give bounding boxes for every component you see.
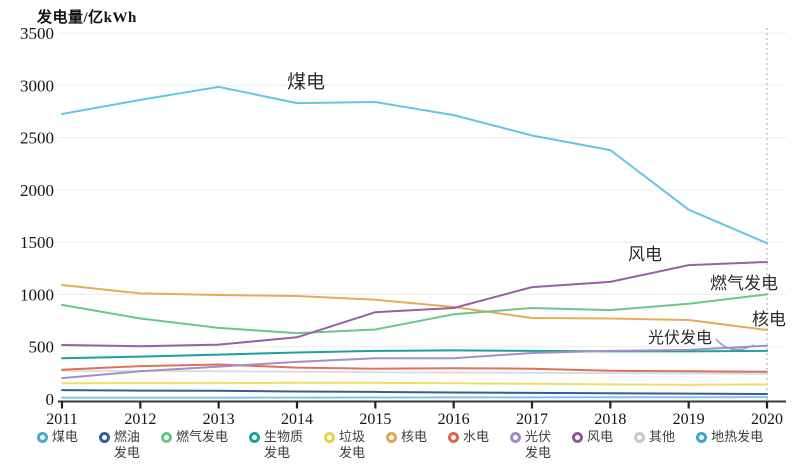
legend-item-光伏发电: 光伏 发电 <box>510 429 551 460</box>
legend-dot-光伏发电 <box>510 432 522 443</box>
legend-label-水电: 水电 <box>463 429 490 444</box>
legend-label-燃气发电: 燃气发电 <box>175 429 228 444</box>
series-line-地热发电 <box>61 396 768 399</box>
legend-label-生物质发电: 生物质 发电 <box>263 429 303 460</box>
series-line-燃气发电 <box>61 293 768 335</box>
legend-item-生物质发电: 生物质 发电 <box>248 429 303 460</box>
y-tick-label-1000: 1000 <box>20 285 54 304</box>
chart-title: 发电量/亿kWh <box>37 10 137 26</box>
series-line-煤电 <box>61 85 768 245</box>
legend-dot-燃气发电 <box>160 432 172 443</box>
x-tick-label-2019: 2019 <box>673 411 705 428</box>
x-tick-label-2011: 2011 <box>46 411 77 428</box>
legend-dot-风电 <box>572 432 584 443</box>
series-line-垃圾发电 <box>61 381 768 386</box>
x-tick-label-2020: 2020 <box>751 411 783 428</box>
legend-label-核电: 核电 <box>400 429 427 444</box>
legend-item-核电: 核电 <box>385 429 427 445</box>
legend-label-煤电: 煤电 <box>51 429 78 444</box>
y-tick-label-500: 500 <box>29 338 55 357</box>
legend-item-煤电: 煤电 <box>36 429 78 445</box>
legend-item-燃油发电: 燃油 发电 <box>98 429 140 460</box>
series-line-其他 <box>61 369 768 375</box>
annotation-燃气发电: 燃气发电 <box>710 274 778 293</box>
x-tick-label-2013: 2013 <box>203 411 235 428</box>
series-line-风电 <box>61 261 768 348</box>
legend-item-其他: 其他 <box>634 429 675 445</box>
series-line-燃油发电 <box>61 389 768 395</box>
x-tick-label-2017: 2017 <box>516 411 548 428</box>
annotation-核电: 核电 <box>752 310 786 329</box>
legend-label-地热发电: 地热发电 <box>711 429 764 444</box>
solar-label-leader <box>715 338 755 351</box>
annotation-煤电: 煤电 <box>287 71 325 93</box>
legend-item-水电: 水电 <box>448 429 489 445</box>
legend-dot-生物质发电 <box>248 432 260 443</box>
y-tick-label-3500: 3500 <box>20 24 54 43</box>
y-tick-label-2500: 2500 <box>20 129 54 148</box>
y-tick-label-2000: 2000 <box>20 181 54 200</box>
y-tick-label-0: 0 <box>46 390 55 409</box>
legend-dot-煤电 <box>36 432 48 443</box>
x-tick-label-2018: 2018 <box>594 411 626 428</box>
x-tick-label-2015: 2015 <box>359 411 391 428</box>
legend-dot-水电 <box>448 432 459 443</box>
series-line-水电 <box>61 363 768 373</box>
chart-legend: 煤电 燃油 发电 燃气发电 生物质 发电 垃圾 发电 核电 水电 光伏 发电 风电 其他 地热发电 <box>0 429 800 460</box>
y-tick-label-1500: 1500 <box>20 233 54 252</box>
x-tick-label-2016: 2016 <box>438 411 470 428</box>
legend-dot-燃油发电 <box>98 432 110 443</box>
x-tick-label-2012: 2012 <box>124 411 156 428</box>
series-line-光伏发电 <box>61 344 768 380</box>
x-tick-label-2014: 2014 <box>281 411 313 428</box>
legend-dot-地热发电 <box>696 432 708 443</box>
legend-dot-其他 <box>634 432 646 443</box>
legend-dot-核电 <box>385 432 397 443</box>
legend-label-其他: 其他 <box>649 429 676 444</box>
legend-item-风电: 风电 <box>572 429 613 445</box>
series-line-核电 <box>61 284 768 331</box>
legend-label-风电: 风电 <box>587 429 614 444</box>
legend-item-垃圾发电: 垃圾 发电 <box>323 429 365 460</box>
legend-label-垃圾发电: 垃圾 发电 <box>338 429 365 460</box>
legend-item-燃气发电: 燃气发电 <box>160 429 228 445</box>
legend-label-光伏发电: 光伏 发电 <box>525 429 552 460</box>
series-line-生物质发电 <box>61 349 768 360</box>
legend-item-地热发电: 地热发电 <box>696 429 763 445</box>
annotation-风电: 风电 <box>628 245 662 264</box>
annotation-光伏发电: 光伏发电 <box>648 329 712 347</box>
y-tick-label-3000: 3000 <box>20 76 54 95</box>
legend-label-燃油发电: 燃油 发电 <box>113 429 140 460</box>
legend-dot-垃圾发电 <box>323 432 335 443</box>
line-chart-canvas: 0 500 1000 1500 2000 2500 3000 3500 2011 2012 2013… <box>20 24 786 428</box>
